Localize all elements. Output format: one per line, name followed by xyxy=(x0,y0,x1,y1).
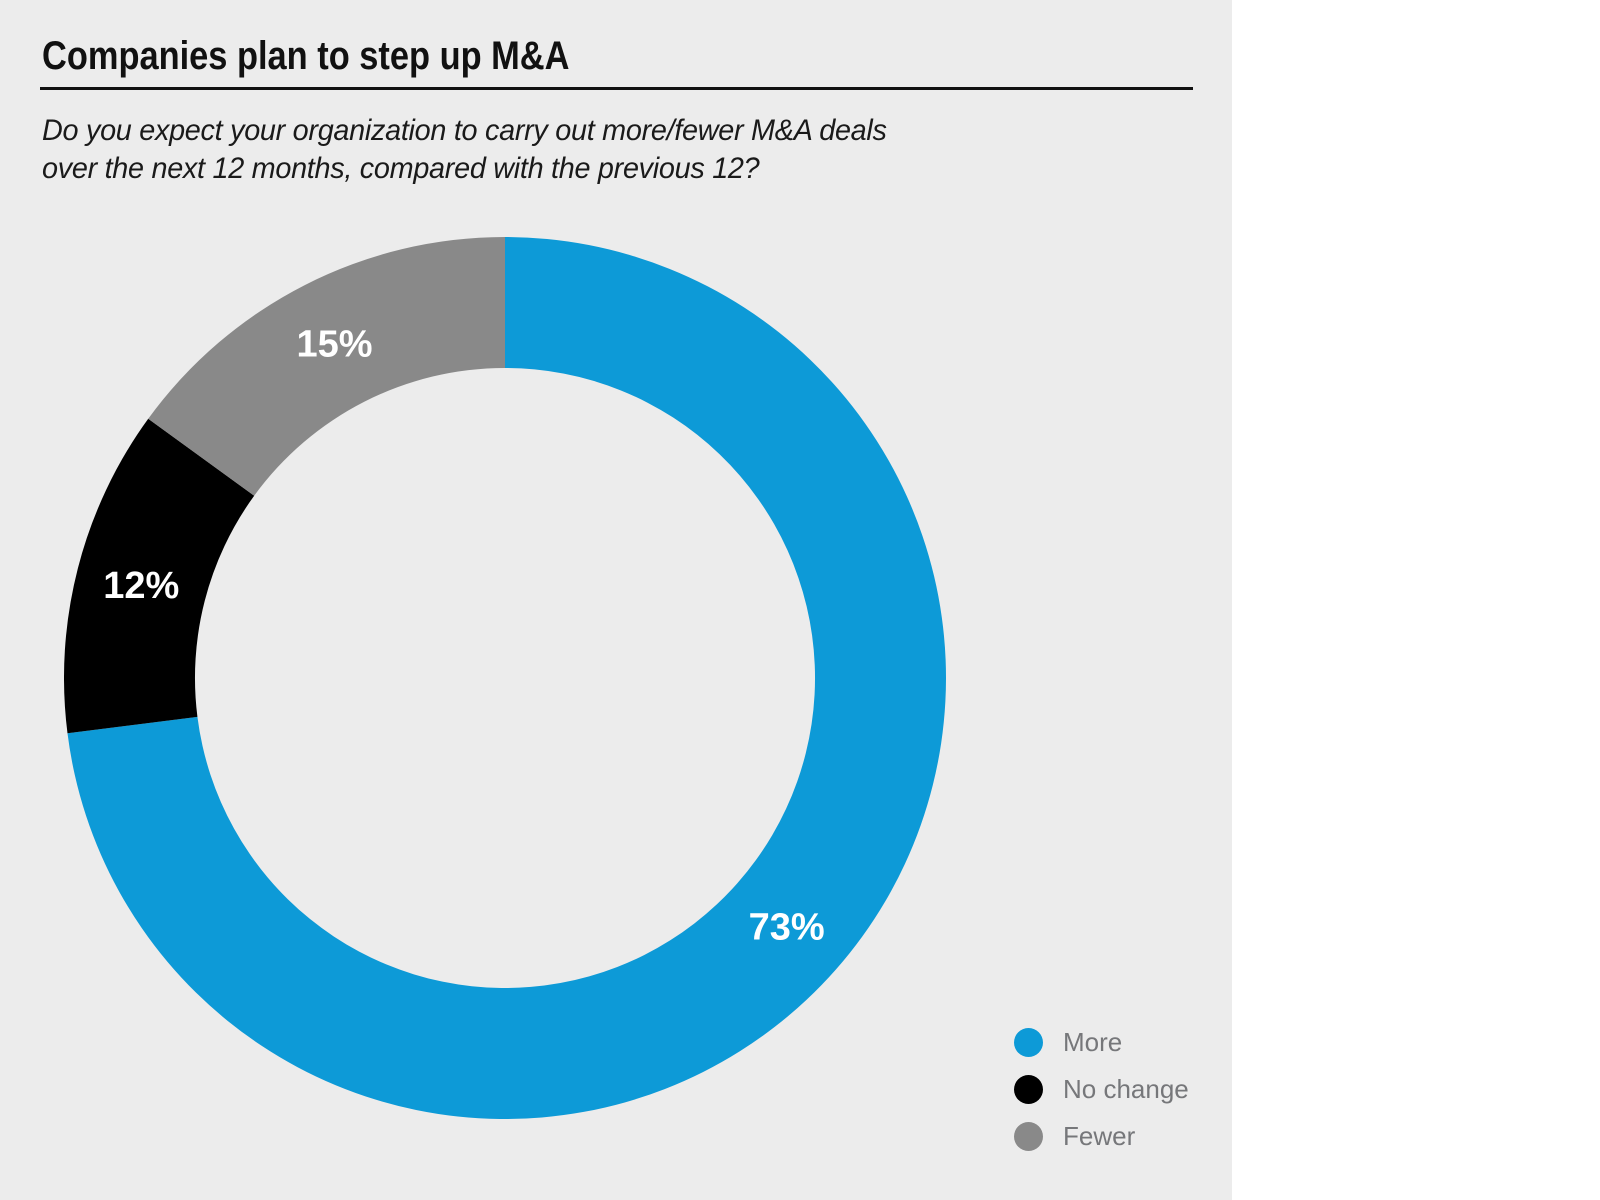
slice-value-label: 15% xyxy=(296,324,372,366)
slice-more xyxy=(67,237,946,1119)
slice-no-change xyxy=(64,418,255,734)
legend-item-fewer: Fewer xyxy=(1014,1121,1189,1151)
right-margin-panel xyxy=(1232,0,1600,1200)
subtitle-line-1: Do you expect your organization to carry… xyxy=(42,114,887,147)
slice-value-label: 12% xyxy=(103,565,179,607)
legend-item-more: More xyxy=(1014,1027,1189,1057)
legend-dot-icon xyxy=(1014,1075,1043,1104)
slice-fewer xyxy=(148,237,505,496)
donut-chart-area: 73% 12% 15% xyxy=(64,237,946,1119)
legend-dot-icon xyxy=(1014,1028,1043,1057)
legend-label: More xyxy=(1063,1027,1123,1057)
legend-dot-icon xyxy=(1014,1122,1043,1151)
legend-label: No change xyxy=(1063,1074,1189,1104)
chart-title: Companies plan to step up M&A xyxy=(42,34,570,78)
title-rule xyxy=(40,87,1193,90)
slice-value-label: 73% xyxy=(749,907,825,949)
donut-chart: 73% 12% 15% xyxy=(64,237,946,1119)
legend-item-no-change: No change xyxy=(1014,1074,1189,1104)
subtitle-line-2: over the next 12 months, compared with t… xyxy=(42,152,760,185)
chart-subtitle: Do you expect your organization to carry… xyxy=(42,112,887,188)
chart-panel: Companies plan to step up M&A Do you exp… xyxy=(0,0,1232,1200)
legend-label: Fewer xyxy=(1063,1121,1136,1151)
legend: More No change Fewer xyxy=(1014,1027,1189,1151)
